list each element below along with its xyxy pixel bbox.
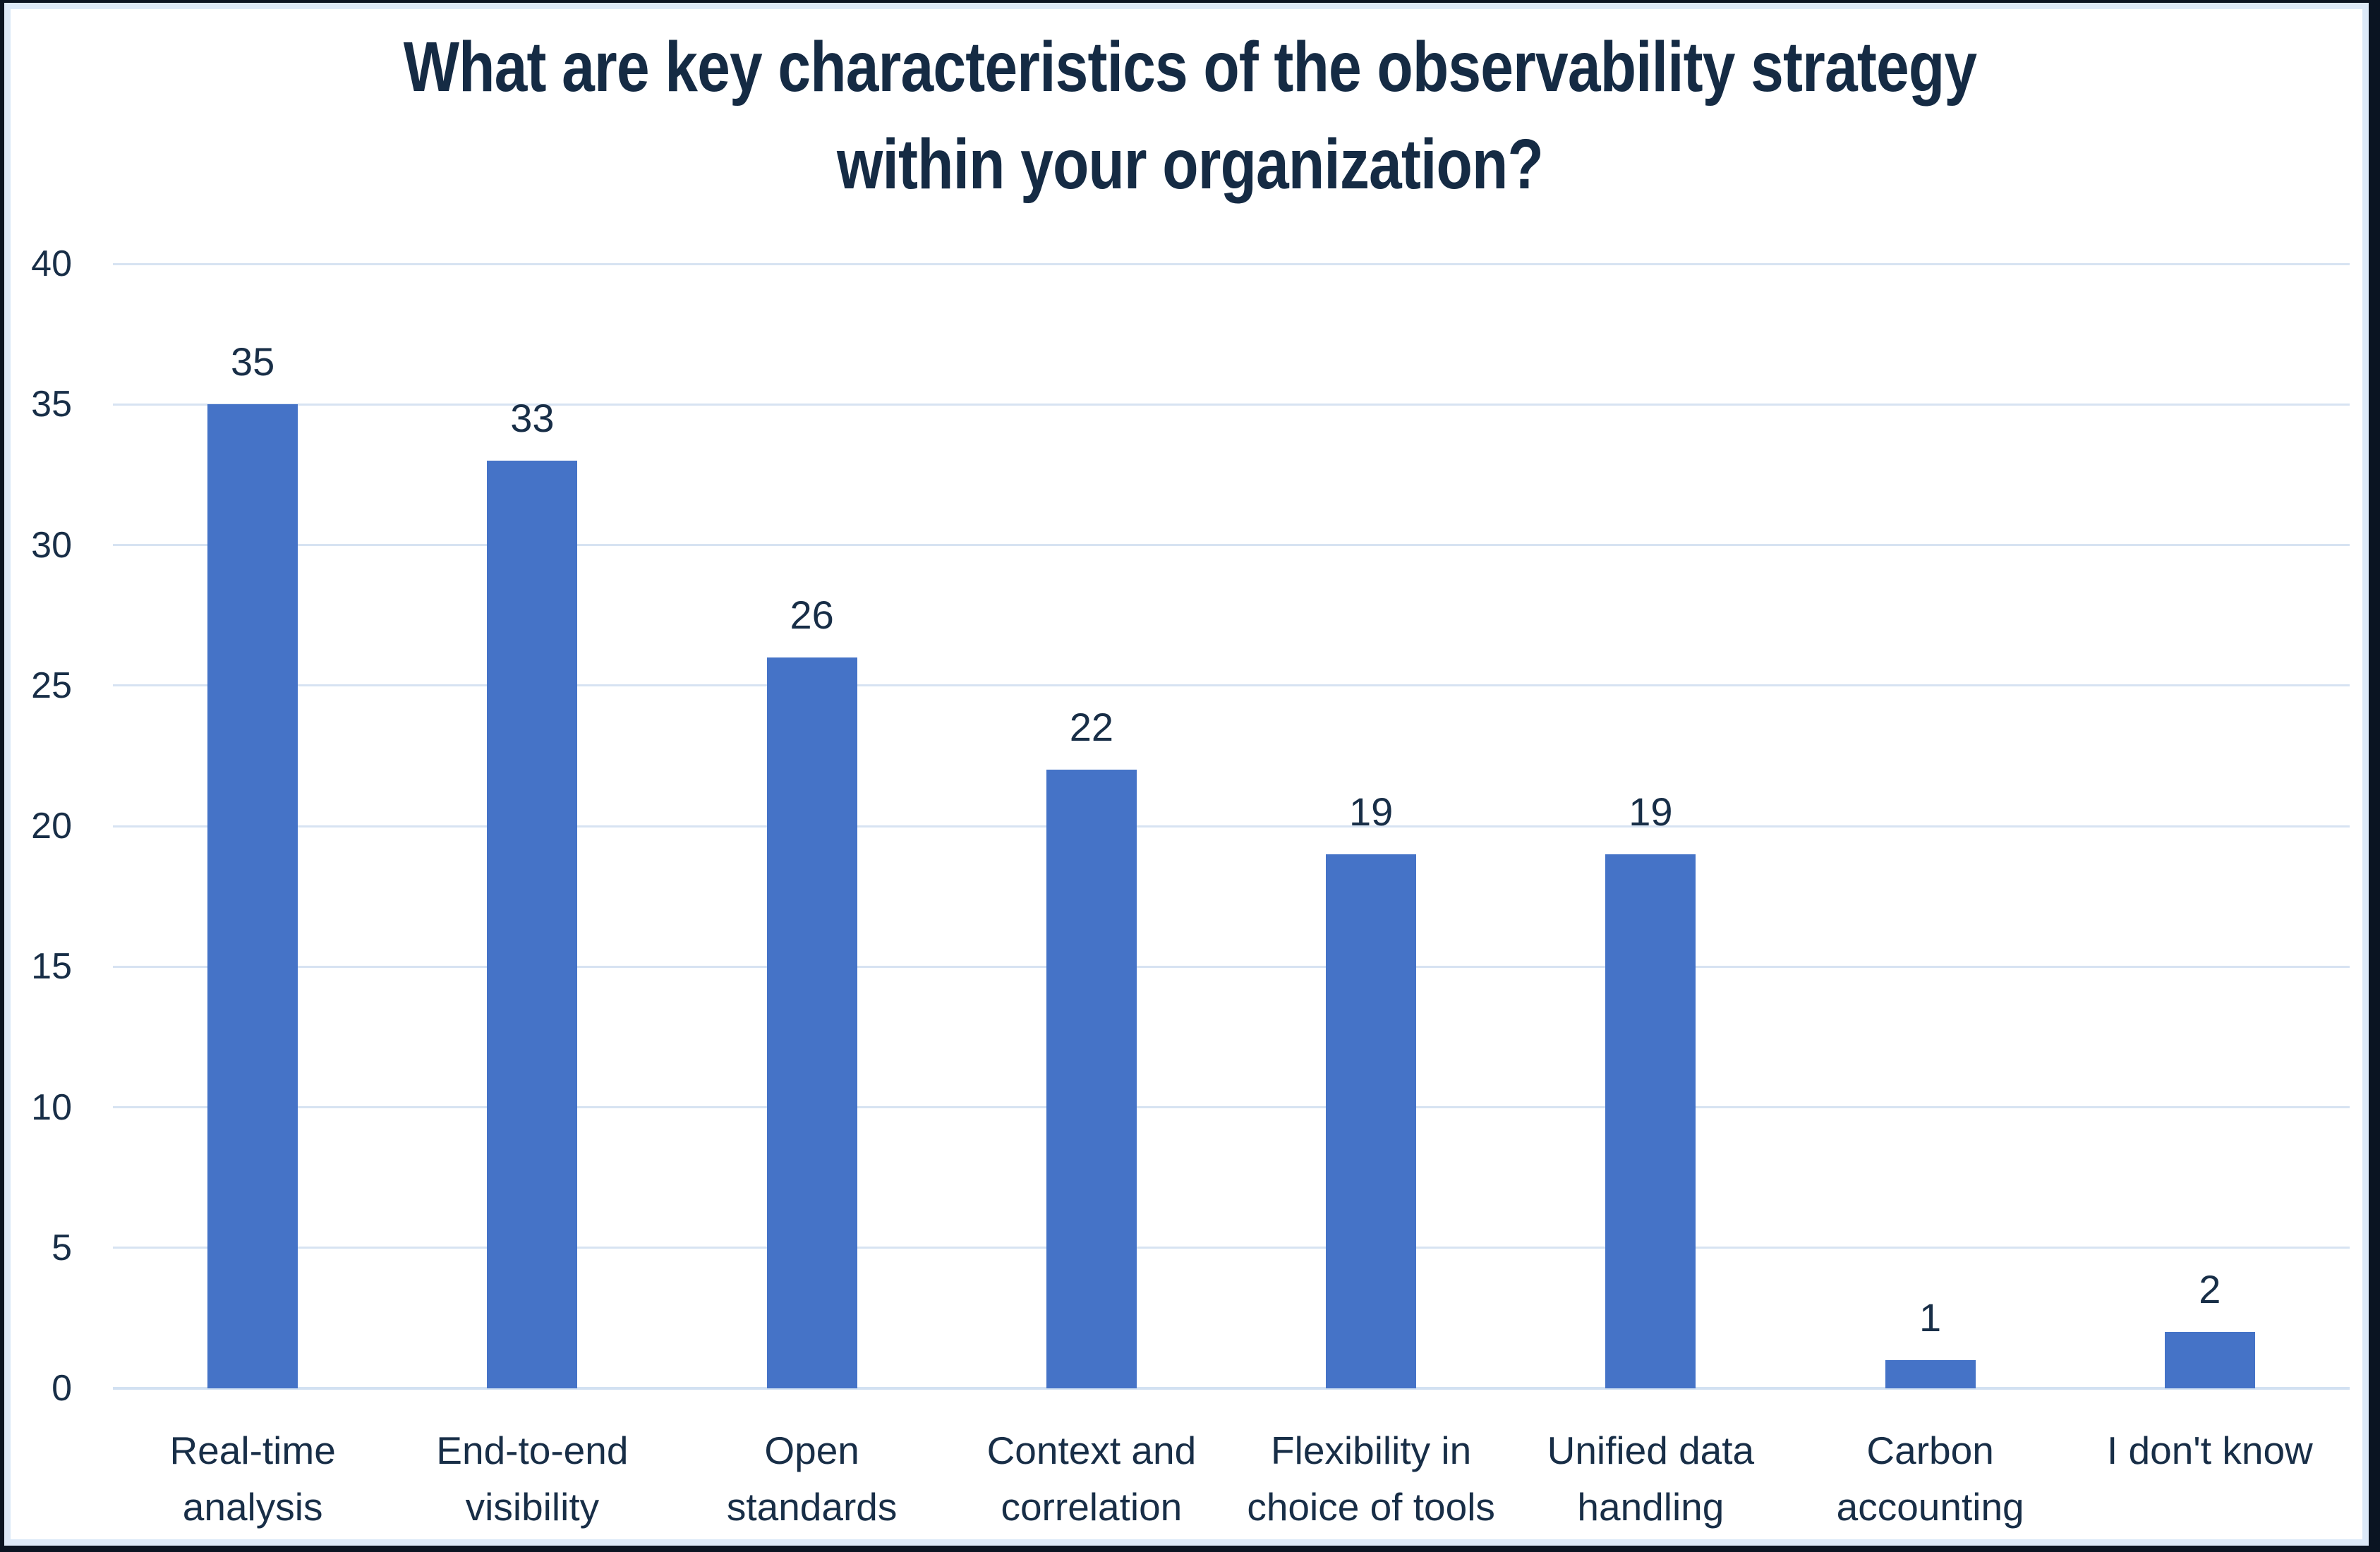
gridline [113, 544, 2350, 546]
category-label: Carbon accounting [1791, 1422, 2070, 1535]
category-label-line: visibility [465, 1485, 600, 1529]
category-label: Unified data handling [1511, 1422, 1790, 1535]
category-label: Flexibility in choice of tools [1231, 1422, 1511, 1535]
y-axis-tick-label: 0 [52, 1368, 72, 1409]
bar-flexibility-in-choice-of-tools [1326, 854, 1417, 1388]
bar-value-label: 35 [230, 339, 275, 384]
category-label: Open standards [672, 1422, 952, 1535]
category-label-line: I don't know [2106, 1429, 2313, 1472]
bar-i-don-t-know [2164, 1332, 2255, 1388]
chart-title-line-1: What are key characteristics of the obse… [403, 28, 1977, 107]
gridline [113, 1247, 2350, 1249]
bar-value-label: 26 [790, 592, 834, 637]
chart-title-line-2: within your organization? [837, 125, 1544, 204]
gridline [113, 684, 2350, 687]
bar-end-to-end-visibility [487, 460, 578, 1388]
category-label-line: choice of tools [1247, 1485, 1495, 1529]
bar-value-label: 2 [2199, 1267, 2221, 1312]
category-label-line: End-to-end [436, 1429, 629, 1472]
category-label-line: Carbon [1866, 1429, 1994, 1472]
category-label-line: analysis [182, 1485, 323, 1529]
y-axis-tick-label: 10 [31, 1086, 72, 1128]
category-label-line: handling [1577, 1485, 1724, 1529]
gridline [113, 825, 2350, 827]
y-axis-tick-label: 30 [31, 524, 72, 566]
category-label: End-to-end visibility [392, 1422, 672, 1535]
y-axis-tick-label: 20 [31, 806, 72, 847]
category-label-line: Flexibility in [1271, 1429, 1472, 1472]
bar-value-label: 1 [1919, 1295, 1942, 1340]
category-label-line: Context and [986, 1429, 1197, 1472]
category-label-line: standards [726, 1485, 898, 1529]
bar-real-time-analysis [207, 404, 298, 1388]
bar-value-label: 19 [1348, 789, 1394, 834]
y-axis-tick-label: 5 [52, 1227, 72, 1268]
bar-unified-data-handling [1605, 854, 1696, 1388]
bar-open-standards [766, 657, 857, 1388]
bar-carbon-accounting [1885, 1360, 1976, 1388]
category-label: Real-time analysis [113, 1422, 392, 1535]
y-axis-tick-label: 25 [31, 665, 72, 706]
gridline [113, 262, 2350, 265]
bar-context-and-correlation [1046, 770, 1137, 1388]
y-axis-tick-label: 15 [31, 946, 72, 988]
chart-title: What are key characteristics of the obse… [0, 18, 2380, 213]
gridline [113, 403, 2350, 406]
gridline [113, 965, 2350, 968]
y-axis-tick-label: 35 [31, 384, 72, 425]
bar-value-label: 22 [1069, 705, 1114, 750]
x-axis-line [113, 1387, 2350, 1390]
category-label-line: Real-time [169, 1429, 336, 1472]
y-axis-tick-label: 40 [31, 243, 72, 284]
bar-value-label: 19 [1629, 789, 1673, 834]
category-label-line: accounting [1836, 1485, 2024, 1529]
gridline [113, 1106, 2350, 1108]
category-label-line: Open [764, 1429, 859, 1472]
bar-value-label: 33 [510, 395, 555, 440]
category-label: I don't know [2070, 1422, 2350, 1479]
category-label: Context and correlation [952, 1422, 1231, 1535]
category-label-line: correlation [1001, 1485, 1183, 1529]
category-label-line: Unified data [1547, 1429, 1755, 1472]
